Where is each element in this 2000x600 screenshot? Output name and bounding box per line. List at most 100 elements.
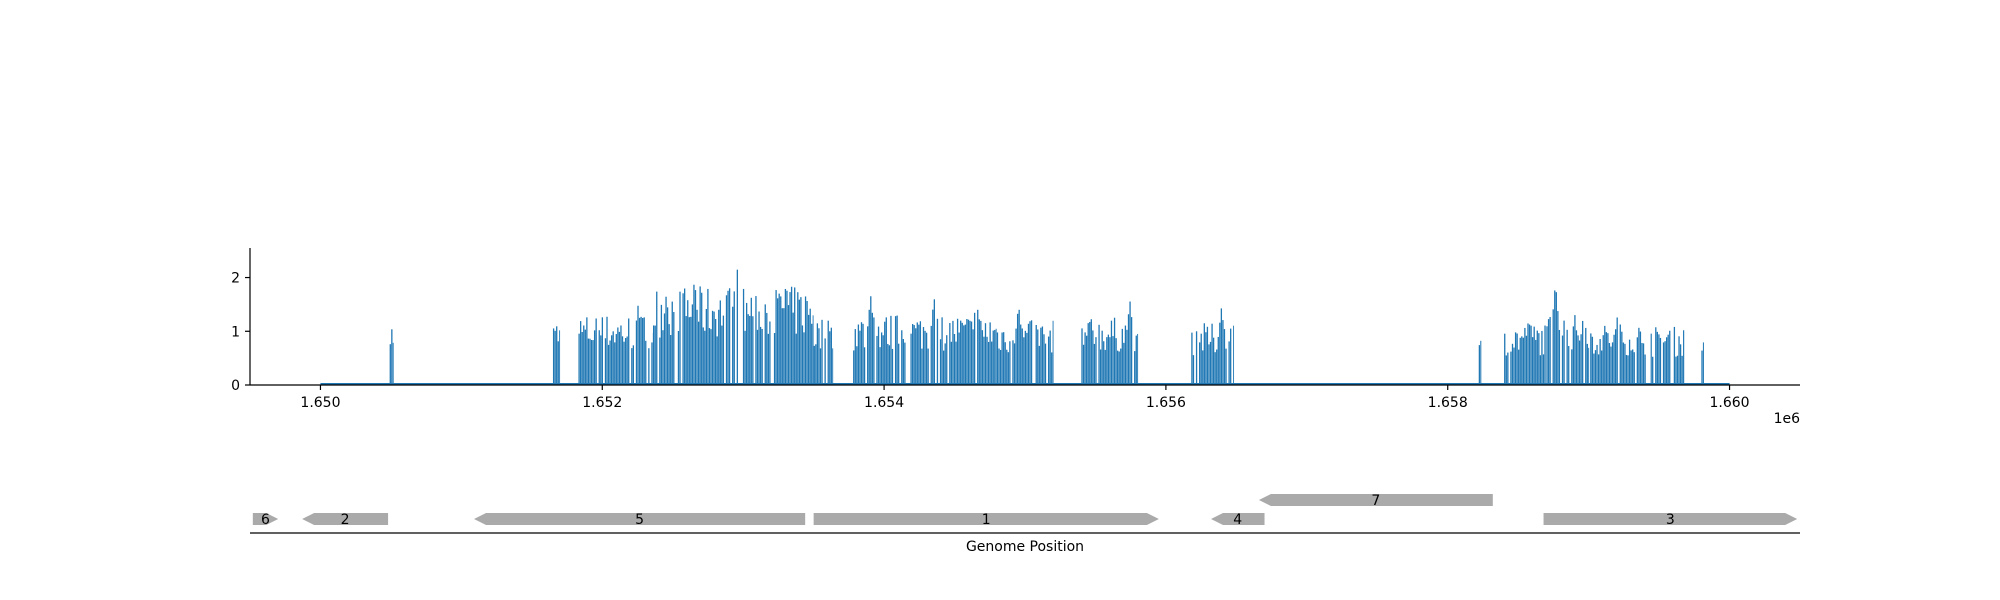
coverage-bar (898, 343, 900, 385)
coverage-bar (921, 348, 923, 385)
gene-arrow-1 (813, 513, 1159, 525)
coverage-bar (1673, 326, 1676, 385)
coverage-bar (640, 316, 642, 385)
coverage-bar (612, 331, 614, 385)
coverage-bar (1127, 314, 1130, 385)
coverage-bar (1016, 313, 1019, 385)
coverage-bar (1505, 355, 1507, 385)
coverage-bar (1535, 339, 1537, 385)
x-tick-label: 1.660 (1709, 395, 1749, 411)
coverage-bar (827, 320, 829, 385)
coverage-bar (1049, 330, 1051, 385)
coverage-bar (1586, 343, 1588, 385)
coverage-bar (1524, 327, 1526, 385)
coverage-bar (910, 333, 912, 385)
coverage-bar (691, 304, 694, 385)
coverage-bar (1701, 350, 1703, 385)
coverage-bar (891, 348, 894, 385)
coverage-bar (946, 335, 948, 385)
coverage-bar (559, 330, 561, 385)
coverage-bar (713, 311, 715, 385)
coverage-bar (580, 321, 582, 385)
coverage-bar (1478, 345, 1481, 385)
coverage-bar (1012, 340, 1014, 385)
coverage-bar (996, 332, 999, 385)
gene-label-2: 2 (341, 512, 350, 528)
coverage-bar (980, 320, 982, 385)
coverage-bar (1539, 355, 1542, 385)
coverage-bar (977, 309, 979, 385)
coverage-bar (1642, 343, 1645, 385)
coverage-bar (992, 330, 994, 385)
coverage-bar (670, 335, 672, 385)
coverage-bar (696, 309, 698, 385)
gene-arrow-7 (1258, 494, 1493, 506)
coverage-bar (1655, 327, 1657, 385)
coverage-bar (725, 295, 728, 385)
coverage-bar (1578, 340, 1581, 385)
coverage-bar (656, 291, 658, 385)
coverage-bar (1544, 325, 1546, 385)
coverage-bar (894, 316, 897, 385)
coverage-bar (1533, 326, 1535, 385)
coverage-bar (1662, 342, 1665, 385)
coverage-bar (978, 319, 980, 385)
coverage-bar (1040, 327, 1042, 385)
coverage-bar (697, 321, 700, 385)
coverage-bars (389, 269, 1704, 385)
coverage-bar (973, 312, 976, 385)
coverage-bar (991, 341, 993, 385)
coverage-bar (679, 291, 681, 385)
coverage-bar (1636, 337, 1638, 385)
coverage-bar (815, 344, 817, 385)
coverage-bar (1123, 342, 1125, 385)
coverage-bar (880, 332, 883, 385)
coverage-bar (1638, 327, 1640, 385)
coverage-bar (1669, 330, 1671, 385)
coverage-bar (554, 330, 556, 385)
coverage-bar (813, 345, 815, 385)
coverage-bar (830, 327, 832, 385)
coverage-bar (1225, 348, 1227, 385)
coverage-bar (803, 332, 805, 385)
coverage-bar (592, 340, 594, 385)
coverage-bar (1120, 348, 1122, 385)
coverage-bar (766, 312, 768, 385)
coverage-bar (949, 323, 951, 385)
x-tick-label: 1.656 (1146, 395, 1186, 411)
coverage-bar (995, 328, 997, 385)
coverage-bar (708, 328, 711, 385)
coverage-bar (1575, 330, 1578, 385)
coverage-bar (989, 322, 991, 385)
coverage-bar (1513, 347, 1515, 385)
coverage-bar (583, 325, 585, 385)
coverage-bar (882, 335, 884, 385)
gene-label-6: 6 (261, 512, 270, 528)
coverage-bar (1625, 354, 1628, 385)
coverage-bar (816, 323, 819, 385)
coverage-bar (1641, 342, 1643, 385)
coverage-bar (868, 309, 870, 385)
coverage-bar (1126, 329, 1128, 385)
coverage-bar (618, 331, 621, 385)
coverage-bar (1086, 335, 1088, 385)
coverage-bar (932, 309, 934, 385)
coverage-bar (1115, 338, 1117, 385)
coverage-bar (1130, 317, 1133, 385)
coverage-bar (1541, 330, 1543, 385)
coverage-bar (942, 350, 945, 385)
coverage-bar (1222, 320, 1224, 385)
coverage-bar (1507, 352, 1509, 385)
coverage-bar (867, 326, 869, 385)
coverage-bar (1015, 328, 1017, 385)
coverage-bar (1676, 355, 1679, 385)
coverage-bar (1619, 324, 1621, 385)
coverage-bar (1109, 337, 1111, 385)
coverage-bar (859, 330, 861, 385)
coverage-bar (888, 345, 891, 385)
coverage-bar (964, 324, 966, 385)
coverage-bar (1613, 334, 1615, 385)
coverage-bar (1124, 325, 1127, 385)
y-axis-ticks: 0 1 2 (231, 271, 250, 394)
coverage-bar (671, 301, 673, 385)
